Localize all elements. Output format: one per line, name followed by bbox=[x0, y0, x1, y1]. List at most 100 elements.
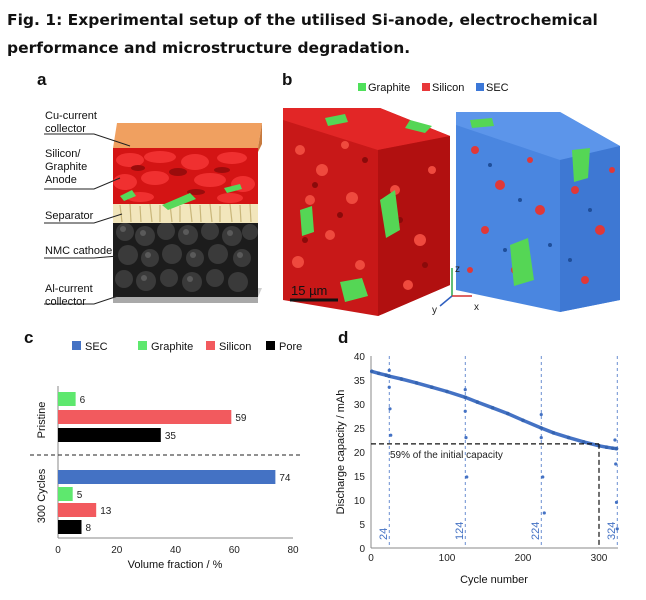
x-tick-label: 80 bbox=[287, 545, 299, 556]
capacity-point bbox=[384, 373, 389, 378]
x-tick-label: 0 bbox=[55, 545, 61, 556]
group-label-300-cycles: 300 Cycles bbox=[36, 468, 48, 523]
legend-swatch-sec bbox=[72, 341, 81, 350]
y-tick-label: 5 bbox=[359, 520, 365, 531]
cycle-marker-label: 24 bbox=[378, 528, 390, 540]
legend-swatch-silicon bbox=[422, 83, 430, 91]
bar-value-label: 74 bbox=[279, 473, 291, 484]
panel-letter-a: a bbox=[37, 70, 47, 89]
axis-y-label: y bbox=[432, 305, 437, 316]
x-tick-label: 0 bbox=[368, 553, 374, 564]
characterization-point bbox=[463, 388, 467, 392]
legend-swatch-sec bbox=[476, 83, 484, 91]
characterization-point bbox=[614, 462, 618, 466]
bar-300-cycles-graphite bbox=[58, 487, 73, 501]
legend-swatch-silicon bbox=[206, 341, 215, 350]
bar-300-cycles-silicon bbox=[58, 503, 97, 517]
y-tick-label: 10 bbox=[354, 496, 366, 507]
characterization-point bbox=[388, 407, 392, 411]
chart-c-x-label: Volume fraction / % bbox=[128, 559, 223, 571]
bar-value-label: 59 bbox=[235, 413, 247, 424]
bar-value-label: 5 bbox=[77, 490, 83, 501]
bar-pristine-silicon bbox=[58, 410, 232, 424]
legend-label-graphite: Graphite bbox=[368, 82, 410, 94]
panel-letter-d: d bbox=[338, 328, 349, 347]
al-collector-label: Al-current collector bbox=[45, 283, 93, 308]
separator-label: Separator bbox=[45, 210, 94, 222]
axis-z-label: z bbox=[455, 264, 460, 275]
capacity-point bbox=[463, 395, 468, 400]
y-tick-label: 30 bbox=[354, 400, 366, 411]
cycled-volume-rendering bbox=[456, 112, 620, 312]
characterization-point bbox=[387, 385, 391, 389]
characterization-point bbox=[541, 475, 545, 479]
capacity-point bbox=[414, 381, 419, 385]
y-tick-label: 25 bbox=[354, 424, 366, 435]
axis-triad: z x y bbox=[432, 264, 479, 316]
capacity-point bbox=[539, 426, 544, 430]
discharge-capacity-chart: Discharge capacity / mAh Cycle number 0 5… bbox=[335, 352, 619, 586]
capacity-point bbox=[582, 440, 586, 444]
battery-stack-illustration bbox=[113, 123, 262, 303]
characterization-point bbox=[614, 500, 619, 504]
group-label-pristine: Pristine bbox=[36, 402, 48, 439]
x-tick-label: 100 bbox=[439, 553, 456, 564]
scale-bar-label: 15 µm bbox=[291, 283, 327, 298]
capacity-point bbox=[610, 446, 615, 450]
characterization-point bbox=[465, 475, 469, 479]
bar-300-cycles-pore bbox=[58, 520, 82, 534]
axis-x-label: x bbox=[474, 302, 479, 313]
pristine-volume-rendering bbox=[283, 108, 450, 316]
capacity-point bbox=[566, 435, 571, 440]
cycle-marker-label: 124 bbox=[454, 522, 466, 540]
capacity-point bbox=[475, 400, 480, 404]
x-tick-label: 60 bbox=[229, 545, 241, 556]
legend-swatch-pore bbox=[266, 341, 275, 350]
capacity-point bbox=[521, 418, 525, 423]
x-tick-label: 20 bbox=[111, 545, 123, 556]
cycle-marker-label: 224 bbox=[530, 522, 542, 540]
capacity-point bbox=[430, 385, 434, 390]
capacity-point bbox=[387, 374, 392, 378]
panel-a-leaders bbox=[44, 133, 131, 305]
capacity-point bbox=[490, 406, 495, 410]
legend-label-silicon: Silicon bbox=[432, 82, 464, 94]
cu-collector-label: Cu-current collector bbox=[45, 110, 97, 135]
x-tick-label: 40 bbox=[170, 545, 182, 556]
cu-collector-layer bbox=[113, 123, 262, 148]
figure-title: Fig. 1: Experimental setup of the utilis… bbox=[7, 11, 598, 57]
capacity-point bbox=[604, 445, 609, 450]
characterization-point bbox=[539, 412, 543, 417]
legend-label-silicon: Silicon bbox=[219, 341, 251, 353]
characterization-point bbox=[542, 511, 546, 515]
chart-d-y-label: Discharge capacity / mAh bbox=[335, 390, 347, 515]
capacity-point bbox=[445, 389, 449, 394]
nmc-cathode-label: NMC cathode bbox=[45, 245, 112, 257]
bar-pristine-pore bbox=[58, 428, 161, 442]
y-tick-label: 15 bbox=[354, 472, 366, 483]
legend-label-pore: Pore bbox=[279, 341, 302, 353]
legend-swatch-graphite bbox=[138, 341, 147, 350]
panel-letter-c: c bbox=[24, 328, 34, 347]
legend-label-sec: SEC bbox=[85, 341, 108, 353]
characterization-point bbox=[615, 527, 619, 531]
anode-label: Silicon/Graphite Anode bbox=[45, 148, 87, 186]
x-tick-label: 200 bbox=[515, 553, 532, 564]
bar-pristine-graphite bbox=[58, 392, 76, 406]
characterization-point bbox=[539, 436, 543, 440]
bar-value-label: 35 bbox=[165, 431, 177, 442]
capacity-point bbox=[399, 377, 404, 381]
volume-fraction-chart: Pristine 300 Cycles Volume fraction / % … bbox=[30, 341, 302, 571]
capacity-point bbox=[506, 411, 510, 416]
panel-letter-b: b bbox=[282, 70, 293, 89]
legend-label-graphite: Graphite bbox=[151, 341, 193, 353]
y-tick-label: 35 bbox=[354, 376, 366, 387]
chart-d-x-label: Cycle number bbox=[460, 574, 528, 586]
cycle-marker-label: 324 bbox=[606, 522, 618, 540]
legend-swatch-graphite bbox=[358, 83, 366, 91]
capacity-series-line bbox=[370, 369, 619, 451]
panel-b-legend: Graphite Silicon SEC bbox=[358, 82, 509, 94]
capacity-point bbox=[369, 369, 374, 374]
threshold-label: 59% of the initial capacity bbox=[390, 450, 503, 461]
